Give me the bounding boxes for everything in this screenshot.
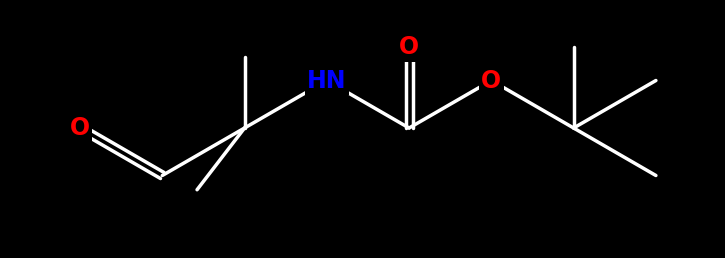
Text: O: O (399, 35, 419, 59)
Text: HN: HN (307, 69, 347, 93)
Text: O: O (70, 116, 90, 140)
Text: O: O (481, 69, 502, 93)
